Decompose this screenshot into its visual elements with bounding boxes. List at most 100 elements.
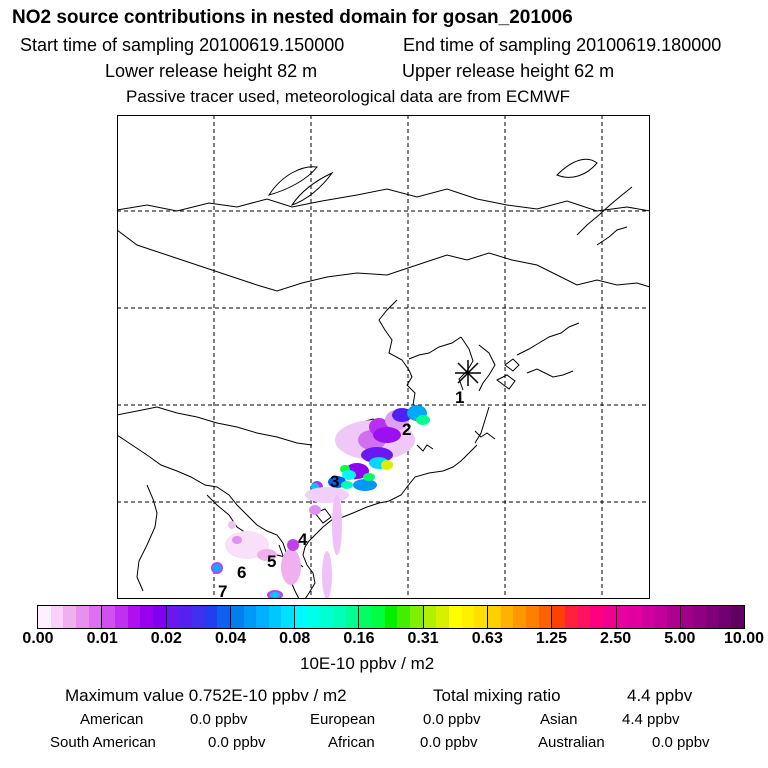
color-scale-segment [152, 606, 167, 628]
color-scale-tick-label: 5.00 [664, 630, 696, 647]
color-scale-segment [63, 606, 76, 628]
color-scale-segment [500, 606, 514, 628]
color-scale-tick-label: 10.00 [723, 630, 765, 647]
color-scale-segment [487, 606, 501, 628]
map-svg: 1 2 3 4 5 6 7 [117, 115, 650, 599]
maximum-value: Maximum value 0.752E-10 ppbv / m2 [65, 686, 347, 705]
color-scale-segment [230, 606, 244, 628]
color-scale-segment [538, 606, 553, 628]
asian-value: 4.4 ppbv [622, 711, 680, 728]
south-american-value: 0.0 ppbv [208, 734, 266, 751]
color-scale-segment [590, 606, 603, 628]
color-scale-segment [281, 606, 296, 628]
color-scale-segment [436, 606, 449, 628]
color-scale-segment [641, 606, 655, 628]
color-scale-segment [449, 606, 462, 628]
color-scale-segment [564, 606, 578, 628]
map-label-4: 4 [298, 530, 308, 549]
color-scale-segment [372, 606, 385, 628]
asian-label: Asian [540, 711, 578, 728]
color-scale-tick-label: 0.63 [471, 630, 503, 647]
color-scale-segment [577, 606, 591, 628]
color-scale-segment [706, 606, 719, 628]
color-scale-segment [616, 606, 630, 628]
map-label-7: 7 [218, 582, 227, 599]
color-scale-segment [114, 606, 128, 628]
color-scale-segment [243, 606, 257, 628]
lat-lon-grid [117, 115, 650, 599]
color-scale-segment [513, 606, 526, 628]
upper-release-height: Upper release height 62 m [402, 61, 615, 81]
no2-plume [211, 405, 430, 599]
color-scale-tick-label: 2.50 [600, 630, 632, 647]
color-scale-segment [307, 606, 321, 628]
color-scale-segment [217, 606, 231, 628]
color-scale-bar [37, 605, 745, 629]
color-scale-segment [667, 606, 681, 628]
color-scale-segment [410, 606, 424, 628]
tracer-info: Passive tracer used, meteorological data… [126, 87, 571, 106]
color-scale-tick-label: 0.01 [86, 630, 118, 647]
color-scale-segment [525, 606, 539, 628]
color-scale-segment [320, 606, 334, 628]
color-scale-unit: 10E-10 ppbv / m2 [300, 654, 435, 673]
color-scale-tick-label: 0.02 [150, 630, 182, 647]
color-scale-segment [140, 606, 153, 628]
color-scale-segment [359, 606, 373, 628]
color-scale-tick-label: 0.31 [407, 630, 439, 647]
european-value: 0.0 ppbv [423, 711, 481, 728]
map-label-5: 5 [267, 552, 276, 571]
color-scale-segment [204, 606, 218, 628]
color-scale-segment [102, 606, 115, 628]
color-scale-segment [75, 606, 89, 628]
color-scale-tick-label: 0.08 [279, 630, 311, 647]
american-label: American [80, 711, 144, 728]
color-scale-tick-label: 0.16 [343, 630, 375, 647]
end-time: End time of sampling 20100619.180000 [403, 35, 722, 55]
map-label-6: 6 [237, 563, 246, 582]
color-scale-segment [680, 606, 694, 628]
color-scale-segment [397, 606, 411, 628]
map-label-2: 2 [402, 420, 411, 439]
american-value: 0.0 ppbv [190, 711, 248, 728]
color-scale-segment [602, 606, 617, 628]
australian-value: 0.0 ppbv [652, 734, 710, 751]
south-american-label: South American [50, 734, 156, 751]
color-scale-tick-label: 0.04 [214, 630, 247, 647]
color-scale-segment [127, 606, 141, 628]
map-label-3: 3 [330, 472, 339, 491]
color-scale-segment [88, 606, 103, 628]
color-scale-segment [474, 606, 488, 628]
start-time: Start time of sampling 20100619.150000 [20, 35, 345, 55]
european-label: European [310, 711, 376, 728]
color-scale-segment [654, 606, 668, 628]
total-mixing-value: 4.4 ppbv [627, 686, 693, 705]
map-panel: 1 2 3 4 5 6 7 [117, 115, 650, 599]
australian-label: Australian [538, 734, 605, 751]
receptor-star-icon [455, 360, 481, 386]
color-scale-tick-label: 0.00 [22, 630, 54, 647]
color-scale-segment [384, 606, 398, 628]
color-scale-segment [718, 606, 732, 628]
coastlines [117, 158, 650, 599]
color-scale-segment [731, 606, 745, 628]
color-scale-segment [191, 606, 205, 628]
color-scale-segment [693, 606, 707, 628]
color-scale-tick-label: 1.25 [535, 630, 568, 647]
map-label-1: 1 [455, 388, 464, 407]
color-scale-segment [166, 606, 180, 628]
color-scale-segment [629, 606, 642, 628]
color-scale-segment [552, 606, 565, 628]
color-scale-segment [256, 606, 269, 628]
lower-release-height: Lower release height 82 m [105, 61, 318, 81]
color-scale-segment [268, 606, 282, 628]
color-scale-segment [50, 606, 64, 628]
color-scale-segment [423, 606, 437, 628]
plot-title: NO2 source contributions in nested domai… [12, 7, 573, 28]
african-label: African [328, 734, 375, 751]
color-scale-segment [345, 606, 360, 628]
color-scale-segment [461, 606, 475, 628]
color-scale-segment [179, 606, 192, 628]
color-scale-segment [295, 606, 308, 628]
color-scale-segment [333, 606, 346, 628]
